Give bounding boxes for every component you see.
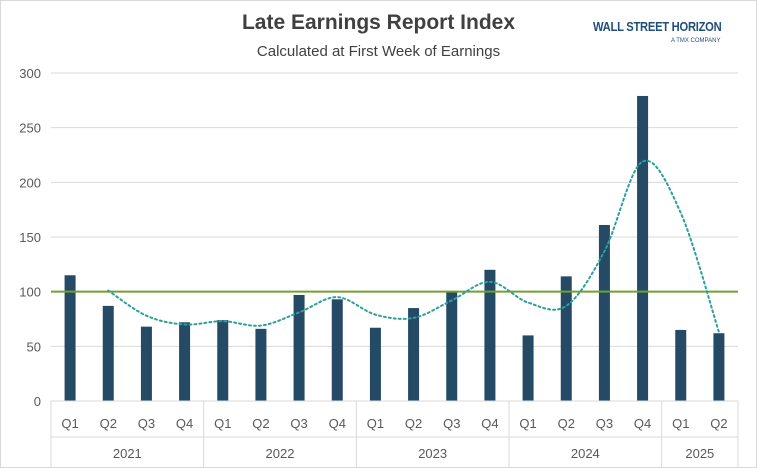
bar [598, 224, 610, 401]
bar [560, 276, 572, 401]
x-tick-label: Q4 [176, 416, 193, 431]
x-group-label: 2024 [571, 446, 600, 461]
x-tick-label: Q1 [519, 416, 536, 431]
y-tick-label: 150 [19, 230, 41, 245]
trend-line [107, 159, 720, 334]
x-tick-label: Q3 [596, 416, 613, 431]
bar [217, 320, 229, 401]
bar [637, 95, 649, 402]
x-group-label: 2021 [113, 446, 142, 461]
x-tick-label: Q4 [329, 416, 346, 431]
bar [140, 326, 152, 401]
x-tick-label: Q1 [214, 416, 231, 431]
x-tick-label: Q4 [481, 416, 498, 431]
x-tick-label: Q1 [61, 416, 78, 431]
chart-subtitle: Calculated at First Week of Earnings [256, 43, 501, 60]
x-tick-label: Q3 [443, 416, 460, 431]
bar [408, 308, 420, 401]
y-tick-label: 0 [34, 394, 41, 409]
x-group-label: 2022 [266, 446, 295, 461]
y-tick-label: 200 [19, 175, 41, 190]
x-tick-label: Q2 [558, 416, 575, 431]
bar [675, 329, 687, 401]
x-tick-label: Q4 [634, 416, 651, 431]
logo-tagline: A TMX COMPANY [671, 38, 721, 44]
bar [484, 269, 496, 401]
company-logo: WALL STREET HORIZON A TMX COMPANY [593, 19, 743, 53]
x-tick-label: Q2 [100, 416, 117, 431]
bar [293, 294, 305, 401]
bar [446, 291, 458, 401]
x-tick-label: Q1 [672, 416, 689, 431]
logo-wordmark: WALL STREET HORIZON [593, 19, 722, 34]
bar [522, 335, 534, 401]
bar [64, 275, 76, 401]
bar [179, 322, 191, 401]
y-tick-label: 100 [19, 285, 41, 300]
x-tick-label: Q2 [252, 416, 269, 431]
x-tick-label: Q2 [405, 416, 422, 431]
bar [369, 327, 381, 401]
chart-title: Late Earnings Report Index [241, 11, 516, 34]
y-tick-label: 250 [19, 121, 41, 136]
x-tick-label: Q2 [710, 416, 727, 431]
x-tick-label: Q3 [290, 416, 307, 431]
y-tick-label: 300 [19, 66, 41, 81]
x-group-label: 2025 [685, 446, 714, 461]
y-tick-label: 50 [27, 339, 41, 354]
x-tick-label: Q3 [138, 416, 155, 431]
bar [102, 305, 114, 401]
bar [713, 333, 725, 401]
x-group-label: 2023 [418, 446, 447, 461]
bar [331, 299, 343, 401]
bar [255, 328, 267, 401]
x-tick-label: Q1 [367, 416, 384, 431]
